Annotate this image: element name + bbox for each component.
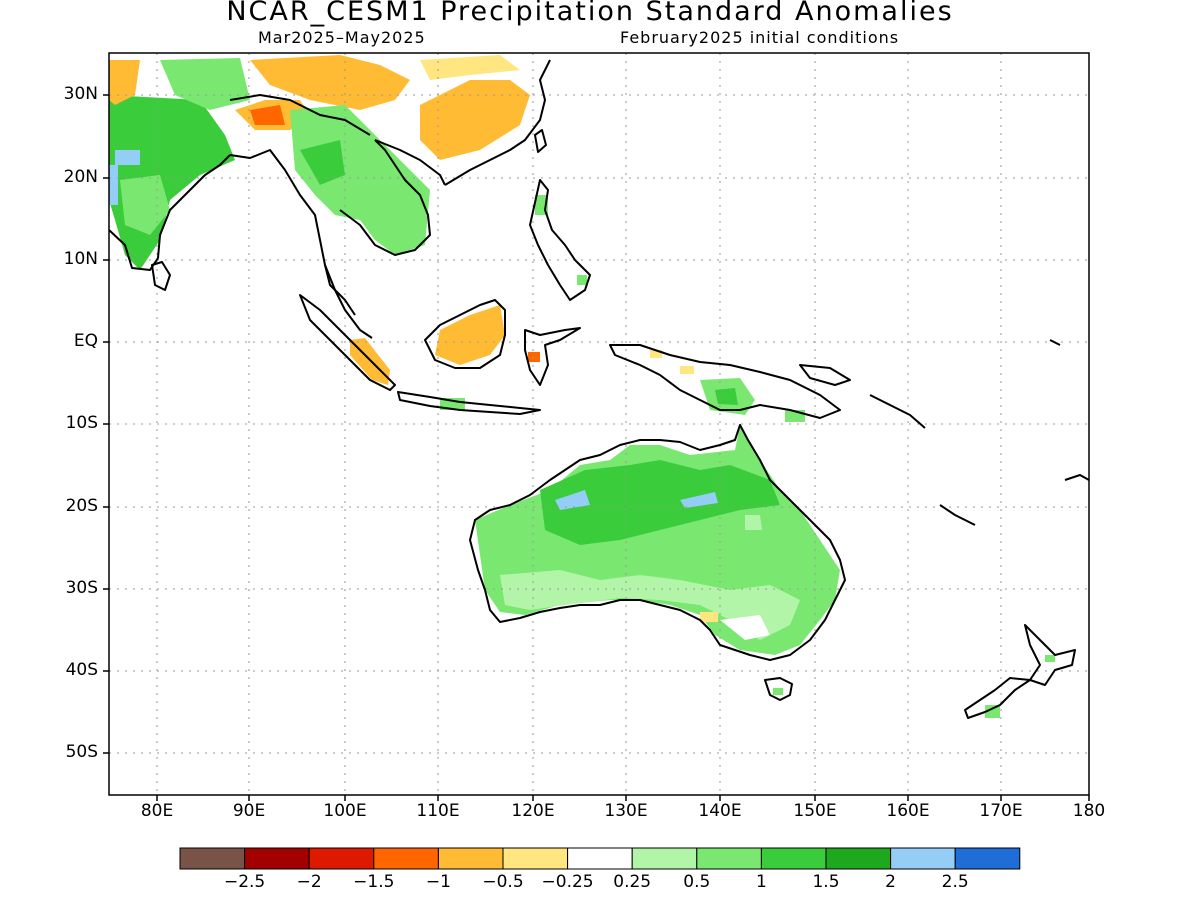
lat-label: 30S [65, 578, 98, 598]
graticule [109, 53, 1089, 795]
lon-label: 170E [979, 801, 1023, 821]
lat-label: 50S [65, 742, 98, 762]
lon-label: 130E [604, 801, 648, 821]
colorbar-swatch [760, 847, 827, 870]
colorbar-swatch [244, 847, 310, 870]
lon-label: 90E [232, 801, 266, 821]
colorbar-label: −2.5 [223, 872, 266, 892]
colorbar-label: −1.5 [353, 872, 395, 892]
lon-label: 180 [1072, 801, 1106, 821]
colorbar-label: 1.5 [812, 872, 840, 892]
colorbar-swatch [631, 847, 698, 870]
colorbar-swatch [179, 847, 246, 870]
lat-label: 20N [63, 167, 98, 187]
lon-label: 120E [511, 801, 555, 821]
lat-label: EQ [73, 331, 98, 351]
lon-label: 160E [886, 801, 930, 821]
map-title: NCAR_CESM1 Precipitation Standard Anomal… [226, 0, 954, 27]
lon-label: 110E [416, 801, 460, 821]
colorbar-label: −0.5 [482, 872, 524, 892]
lat-label: 10N [63, 249, 98, 269]
colorbar-swatch [567, 847, 633, 870]
lat-label: 40S [65, 660, 98, 680]
forecast-period: Mar2025–May2025 [258, 28, 426, 47]
colorbar-swatch [437, 847, 504, 870]
colorbar-label: 0.5 [683, 872, 711, 892]
lon-label: 80E [140, 801, 174, 821]
colorbar-swatch [954, 847, 1021, 870]
colorbar-label: 2.5 [941, 872, 969, 892]
lat-label: 30N [63, 84, 98, 104]
colorbar-label: −2 [296, 872, 322, 892]
colorbar-label: −0.25 [541, 872, 594, 892]
colorbar-swatch [890, 847, 956, 870]
colorbar-label: 0.25 [613, 872, 652, 892]
lon-label: 150E [793, 801, 837, 821]
lon-label: 100E [323, 801, 367, 821]
lat-label: 10S [65, 413, 98, 433]
colorbar-label: 2 [885, 872, 896, 892]
colorbar-swatch [373, 847, 439, 870]
colorbar-label: 1 [755, 872, 767, 892]
lon-label: 140E [698, 801, 742, 821]
colorbar-swatch [696, 847, 762, 870]
lat-label: 20S [65, 496, 98, 516]
anomaly-shading [109, 55, 1055, 718]
colorbar-label: −1 [425, 872, 451, 892]
colorbar-swatch [825, 847, 892, 870]
coastlines [109, 59, 1089, 719]
initial-conditions: February2025 initial conditions [620, 28, 900, 47]
colorbar-swatch [502, 847, 569, 870]
colorbar-swatch [308, 847, 375, 870]
